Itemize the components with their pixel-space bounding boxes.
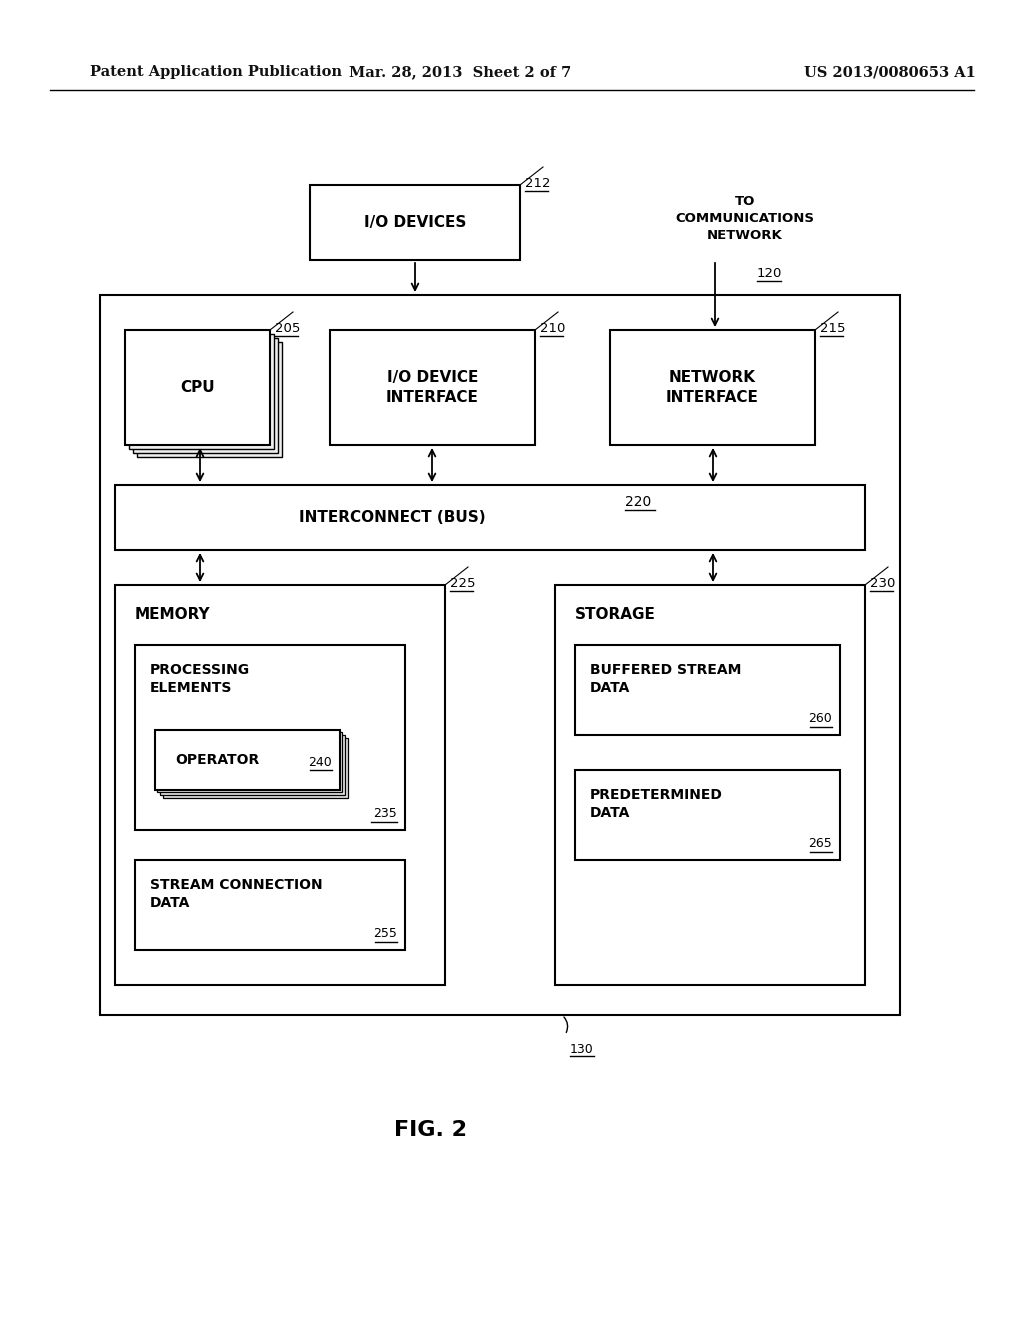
Bar xyxy=(137,342,282,457)
Text: 255: 255 xyxy=(373,927,397,940)
Bar xyxy=(610,330,815,445)
Bar xyxy=(129,334,274,449)
Text: 220: 220 xyxy=(625,495,651,510)
Text: FIG. 2: FIG. 2 xyxy=(393,1119,467,1140)
Bar xyxy=(330,330,535,445)
Text: Mar. 28, 2013  Sheet 2 of 7: Mar. 28, 2013 Sheet 2 of 7 xyxy=(349,65,571,79)
Bar xyxy=(555,585,865,985)
Bar xyxy=(310,185,520,260)
Bar xyxy=(115,484,865,550)
Text: STORAGE: STORAGE xyxy=(575,607,656,622)
Text: CPU: CPU xyxy=(180,380,215,395)
Text: 215: 215 xyxy=(820,322,846,335)
Bar xyxy=(100,294,900,1015)
Text: INTERCONNECT (BUS): INTERCONNECT (BUS) xyxy=(299,510,485,525)
Bar xyxy=(133,338,278,453)
Bar xyxy=(575,770,840,861)
Bar xyxy=(160,735,345,795)
Text: 260: 260 xyxy=(808,711,831,725)
Text: BUFFERED STREAM
DATA: BUFFERED STREAM DATA xyxy=(590,663,741,696)
Bar xyxy=(575,645,840,735)
Bar xyxy=(125,330,270,445)
Text: NETWORK
INTERFACE: NETWORK INTERFACE xyxy=(666,370,759,405)
Bar xyxy=(135,861,406,950)
Text: PREDETERMINED
DATA: PREDETERMINED DATA xyxy=(590,788,723,821)
Text: I/O DEVICES: I/O DEVICES xyxy=(364,215,466,230)
Text: US 2013/0080653 A1: US 2013/0080653 A1 xyxy=(804,65,976,79)
Text: 235: 235 xyxy=(374,807,397,820)
Text: 210: 210 xyxy=(540,322,565,335)
Text: I/O DEVICE
INTERFACE: I/O DEVICE INTERFACE xyxy=(386,370,479,405)
Text: 120: 120 xyxy=(757,267,782,280)
Bar xyxy=(155,730,340,789)
Text: TO
COMMUNICATIONS
NETWORK: TO COMMUNICATIONS NETWORK xyxy=(676,195,814,242)
Bar xyxy=(115,585,445,985)
Text: PROCESSING
ELEMENTS: PROCESSING ELEMENTS xyxy=(150,663,250,696)
Text: 230: 230 xyxy=(870,577,895,590)
Text: 265: 265 xyxy=(808,837,831,850)
Text: 240: 240 xyxy=(308,756,332,770)
Text: MEMORY: MEMORY xyxy=(135,607,211,622)
Text: STREAM CONNECTION
DATA: STREAM CONNECTION DATA xyxy=(150,878,323,911)
Text: 225: 225 xyxy=(450,577,475,590)
Text: 212: 212 xyxy=(525,177,551,190)
Bar xyxy=(163,738,348,799)
Bar xyxy=(157,733,342,792)
Text: Patent Application Publication: Patent Application Publication xyxy=(90,65,342,79)
Text: 205: 205 xyxy=(275,322,300,335)
Text: 130: 130 xyxy=(570,1043,594,1056)
Bar xyxy=(135,645,406,830)
Text: OPERATOR: OPERATOR xyxy=(175,752,259,767)
